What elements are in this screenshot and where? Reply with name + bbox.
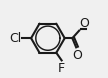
Text: F: F <box>58 62 65 75</box>
Text: O: O <box>80 17 89 30</box>
Text: O: O <box>72 49 82 62</box>
Text: Cl: Cl <box>9 32 21 45</box>
